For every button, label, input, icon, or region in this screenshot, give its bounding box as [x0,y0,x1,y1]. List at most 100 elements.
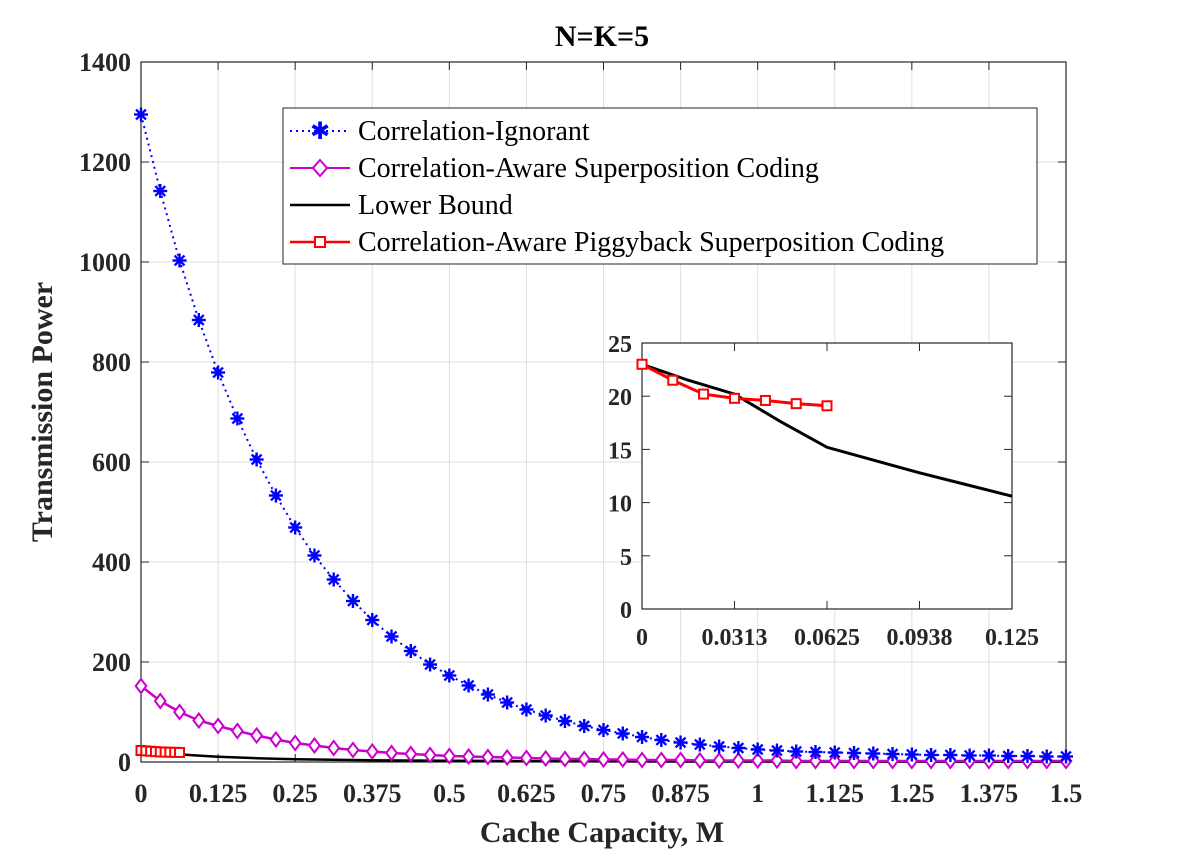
data-point-asterisk [153,184,168,198]
data-point-asterisk [924,748,939,762]
series-correlation-aware-piggyback-superposition-coding [135,745,186,758]
data-point-asterisk [403,644,418,658]
y-tick-label: 25 [608,332,632,358]
data-point-diamond [288,734,302,752]
asterisk-stroke [308,549,321,562]
data-point-asterisk [172,253,187,268]
y-tick-label: 15 [608,438,632,464]
x-tick-label: 0.375 [343,779,402,808]
chart-title: N=K=5 [555,20,649,53]
asterisk-stroke [347,595,359,607]
data-point-asterisk [1039,749,1054,764]
data-point-asterisk [808,745,823,759]
data-point-asterisk [230,411,245,426]
data-point-asterisk [635,730,650,744]
diamond-marker-icon [311,158,329,178]
asterisk-stroke [848,747,860,759]
y-tick-label: 1000 [79,248,131,277]
asterisk-stroke [520,703,533,716]
data-point-asterisk [789,744,804,759]
data-point-diamond [327,739,341,757]
data-point-diamond [211,717,225,735]
asterisk-stroke [539,709,552,722]
data-point-diamond [230,722,244,740]
asterisk-stroke [655,734,668,746]
data-point-diamond [751,751,765,770]
legend-label: Correlation-Ignorant [358,116,590,147]
data-point-square [729,392,740,404]
inset-series-piggyback [636,358,833,412]
data-point-diamond [192,711,206,730]
x-tick-label: 0.5 [433,779,466,808]
data-point-diamond [712,751,726,770]
series-correlation-aware-superposition-coding [134,677,1073,770]
legend: ✱ Correlation-Ignorant Correlation-Aware… [282,107,1038,265]
asterisk-marker-icon: ✱ [310,117,330,145]
data-point-diamond [539,749,553,768]
data-point-asterisk [442,668,457,683]
data-point-diamond [789,752,803,770]
y-tick-label: 0 [118,748,131,777]
x-tick-label: 0.25 [272,779,318,808]
asterisk-stroke [751,743,764,756]
data-point-square [790,398,802,410]
y-tick-label: 1200 [79,148,131,177]
x-tick-label: 0 [636,625,648,651]
asterisk-stroke [482,688,494,701]
x-tick-label: 1.125 [806,779,865,808]
x-tick-label: 0.125 [985,625,1039,651]
x-tick-label: 1.5 [1050,779,1083,808]
asterisk-stroke [443,669,456,682]
x-axis-label: Cache Capacity, M [480,816,724,849]
data-point-asterisk [423,657,438,672]
data-point-asterisk [654,733,669,747]
data-point-square [759,394,771,406]
asterisk-stroke [462,679,475,692]
legend-label: Correlation-Aware Piggyback Superpositio… [358,227,944,258]
legend-entry-lower-bound: Lower Bound [290,190,513,221]
y-tick-label: 800 [92,348,131,377]
legend-entry-piggyback-coding: Correlation-Aware Piggyback Superpositio… [290,227,944,258]
data-point-diamond [558,750,572,768]
data-point-diamond [577,750,591,768]
data-point-asterisk [249,452,264,467]
data-point-asterisk [519,702,534,717]
data-point-asterisk [326,572,341,587]
x-tick-label: 0.0313 [702,625,768,651]
asterisk-stroke [578,720,591,732]
data-point-asterisk [731,741,746,755]
data-point-asterisk [134,107,148,122]
asterisk-stroke [501,696,513,709]
asterisk-stroke [867,747,880,760]
data-point-asterisk [461,678,476,693]
data-point-asterisk [904,747,919,762]
asterisk-stroke [616,727,629,740]
data-point-diamond [654,751,668,769]
data-point-asterisk [1020,749,1035,763]
legend-label: Correlation-Aware Superposition Coding [358,153,819,184]
series-correlation-ignorant [134,107,1073,764]
asterisk-stroke [597,724,610,736]
data-point-square [174,746,186,758]
asterisk-stroke [154,185,167,197]
asterisk-stroke [270,489,282,502]
data-point-asterisk [885,747,900,761]
data-point-diamond [808,752,822,770]
asterisk-stroke [828,746,841,759]
data-point-asterisk [750,742,765,757]
data-point-asterisk [981,748,996,763]
asterisk-stroke [424,658,436,671]
legend-label: Lower Bound [358,190,513,221]
asterisk-stroke [193,314,205,326]
data-point-asterisk [692,737,707,752]
asterisk-stroke [944,749,957,761]
asterisk-stroke [790,745,803,758]
asterisk-stroke [732,742,745,754]
y-tick-label: 1400 [79,48,131,77]
asterisk-stroke [925,749,937,761]
data-point-square [667,374,679,386]
data-point-diamond [616,750,630,769]
x-tick-label: 1.25 [889,779,935,808]
asterisk-stroke [231,412,244,425]
plot-background [642,343,1012,609]
